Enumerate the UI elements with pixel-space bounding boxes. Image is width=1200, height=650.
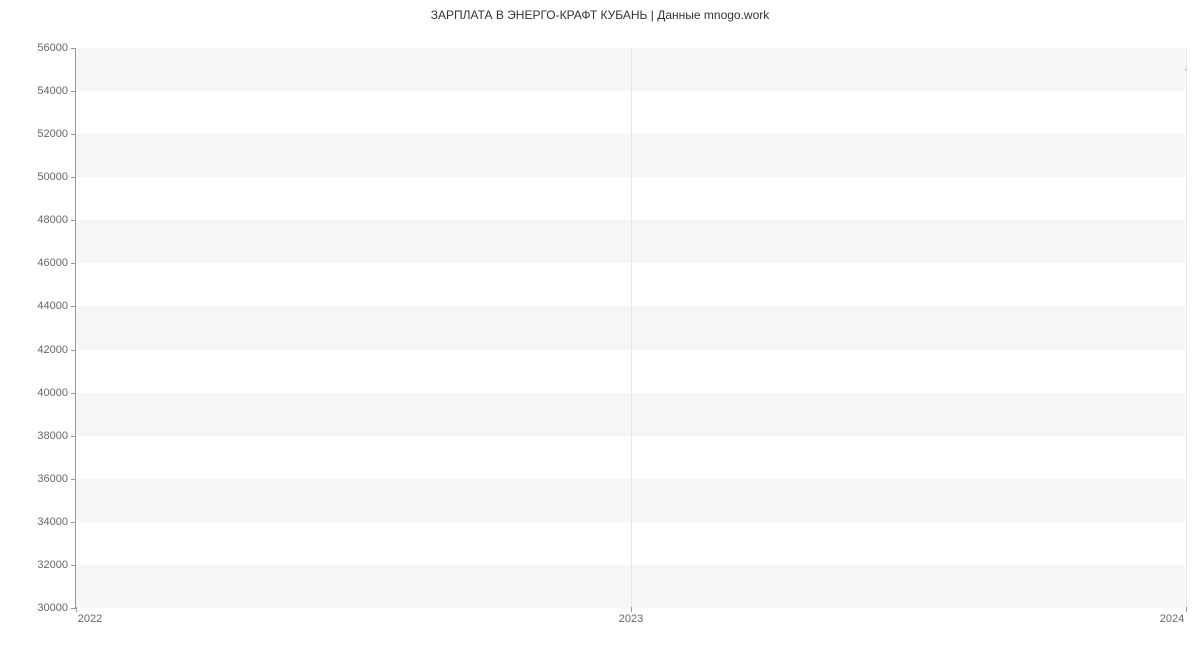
chart-container: ЗАРПЛАТА В ЭНЕРГО-КРАФТ КУБАНЬ | Данные …: [0, 0, 1200, 650]
y-tick-label: 50000: [37, 171, 68, 183]
chart-title: ЗАРПЛАТА В ЭНЕРГО-КРАФТ КУБАНЬ | Данные …: [0, 0, 1200, 22]
y-tick-mark: [71, 177, 76, 178]
x-tick-label: 2023: [619, 613, 643, 625]
y-tick-mark: [71, 48, 76, 49]
y-tick-mark: [71, 306, 76, 307]
y-tick-mark: [71, 263, 76, 264]
y-tick-label: 30000: [37, 602, 68, 614]
plot-area: 3000032000340003600038000400004200044000…: [75, 48, 1185, 608]
y-tick-label: 32000: [37, 559, 68, 571]
y-tick-mark: [71, 479, 76, 480]
y-tick-label: 46000: [37, 257, 68, 269]
x-tick-mark: [76, 607, 77, 612]
y-tick-label: 34000: [37, 516, 68, 528]
y-tick-label: 38000: [37, 430, 68, 442]
y-tick-label: 54000: [37, 85, 68, 97]
y-tick-mark: [71, 91, 76, 92]
x-tick-mark: [631, 607, 632, 612]
y-tick-label: 40000: [37, 387, 68, 399]
y-tick-mark: [71, 565, 76, 566]
y-tick-label: 42000: [37, 344, 68, 356]
x-grid-line: [631, 48, 632, 607]
y-tick-mark: [71, 134, 76, 135]
y-tick-mark: [71, 436, 76, 437]
x-tick-label: 2022: [78, 613, 102, 625]
x-tick-mark: [1186, 607, 1187, 612]
y-tick-label: 48000: [37, 214, 68, 226]
y-tick-label: 56000: [37, 42, 68, 54]
x-tick-label: 2024: [1160, 613, 1184, 625]
y-tick-label: 44000: [37, 300, 68, 312]
y-tick-mark: [71, 350, 76, 351]
y-tick-mark: [71, 522, 76, 523]
y-tick-mark: [71, 220, 76, 221]
y-tick-label: 52000: [37, 128, 68, 140]
y-tick-mark: [71, 393, 76, 394]
x-grid-line: [1186, 48, 1187, 607]
y-tick-label: 36000: [37, 473, 68, 485]
